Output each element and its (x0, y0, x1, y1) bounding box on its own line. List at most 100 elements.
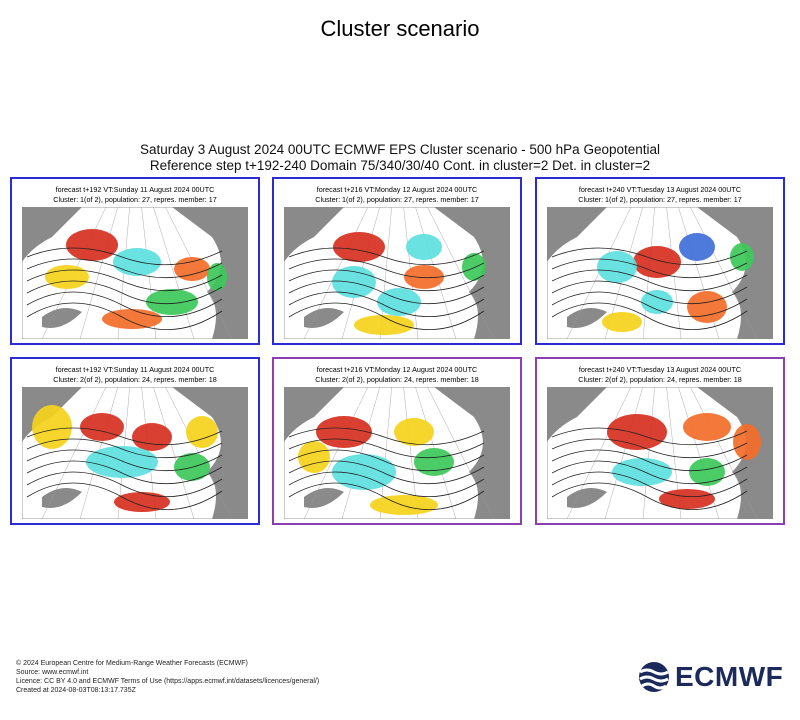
anomaly-blob (102, 309, 162, 329)
geopotential-map (22, 387, 248, 519)
geopotential-contour (26, 438, 223, 459)
grid-meridian (117, 387, 130, 519)
geopotential-contour (551, 258, 748, 279)
geopotential-contour (26, 258, 223, 279)
cluster-panel: forecast t+192 VT:Sunday 11 August 2024 … (10, 357, 260, 525)
anomaly-blob (406, 234, 442, 260)
geopotential-contour (288, 482, 485, 511)
geopotential-contour (288, 291, 485, 318)
anomaly-blob (414, 448, 454, 476)
grid-meridian (117, 207, 130, 339)
anomaly-blob (602, 312, 642, 332)
geopotential-contour (26, 427, 223, 446)
chart-title-line2: Reference step t+192-240 Domain 75/340/3… (149, 158, 651, 173)
grid-meridian (427, 207, 495, 339)
geopotential-map (547, 387, 773, 519)
anomaly-blob (607, 414, 667, 450)
anomaly-blob (462, 253, 486, 281)
grid-meridian (604, 207, 644, 339)
anomaly-blob (45, 265, 89, 289)
anomaly-blob (113, 248, 161, 276)
geopotential-contour (551, 427, 748, 446)
anomaly-blob (687, 291, 727, 323)
geopotential-contour (551, 449, 748, 472)
anomaly-blob (333, 232, 385, 262)
anomaly-blob (332, 266, 376, 298)
panel-forecast-label: forecast t+192 VT:Sunday 11 August 2024 … (55, 185, 215, 194)
cluster-panel: forecast t+240 VT:Tuesday 13 August 2024… (535, 357, 785, 525)
geopotential-contour (26, 269, 223, 292)
panel-cluster-label: Cluster: 1(of 2), population: 27, repres… (578, 195, 742, 204)
geopotential-contour (26, 460, 223, 485)
geopotential-map (284, 387, 510, 519)
panel-forecast-label: forecast t+216 VT:Monday 12 August 2024 … (316, 185, 478, 194)
grid-meridian (379, 387, 392, 519)
grid-meridian (427, 387, 495, 519)
geopotential-contour (551, 247, 748, 266)
anomaly-blob (683, 413, 731, 441)
cluster-panel: forecast t+192 VT:Sunday 11 August 2024 … (10, 177, 260, 345)
panel-cluster-label: Cluster: 1(of 2), population: 27, repres… (53, 195, 217, 204)
panel-cluster-label: Cluster: 2(of 2), population: 24, repres… (315, 375, 479, 384)
anomaly-blob (597, 251, 637, 283)
anomaly-blob (733, 424, 761, 460)
anomaly-blob (354, 315, 414, 335)
anomaly-blob (394, 418, 434, 446)
anomaly-blob (659, 489, 715, 509)
geopotential-contour (288, 460, 485, 485)
grid-meridian (666, 207, 682, 339)
anomaly-blob (679, 233, 715, 261)
geopotential-contour (551, 280, 748, 305)
panel-forecast-label: forecast t+240 VT:Tuesday 13 August 2024… (578, 365, 742, 374)
footer-licence: Licence: CC BY 4.0 and ECMWF Terms of Us… (16, 678, 320, 685)
panel-forecast-label: forecast t+192 VT:Sunday 11 August 2024 … (55, 365, 215, 374)
geopotential-contour (551, 291, 748, 318)
grid-meridian (666, 387, 682, 519)
geopotential-contour (551, 482, 748, 511)
anomaly-blob (86, 446, 158, 478)
geopotential-contour (26, 291, 223, 318)
grid-meridian (165, 387, 233, 519)
footer-source: Source: www.ecmwf.int (16, 669, 89, 676)
geopotential-map (284, 207, 510, 339)
ecmwf-logo: ECMWF (637, 660, 787, 694)
anomaly-blob (298, 441, 330, 473)
chart-title-line1: Saturday 3 August 2024 00UTC ECMWF EPS C… (139, 142, 660, 157)
geopotential-contour (26, 449, 223, 472)
anomaly-blob (641, 290, 673, 314)
geopotential-contour (26, 482, 223, 511)
grid-meridian (153, 387, 195, 519)
geopotential-contour (551, 438, 748, 459)
geopotential-contour (551, 471, 748, 498)
ecmwf-logo-icon (639, 662, 669, 692)
geopotential-contour (288, 269, 485, 292)
panel-forecast-label: forecast t+240 VT:Tuesday 13 August 2024… (578, 185, 742, 194)
anomaly-blob (66, 229, 118, 261)
anomaly-blob (316, 416, 372, 448)
geopotential-contour (288, 258, 485, 279)
geopotential-contour (26, 247, 223, 266)
panel-cluster-label: Cluster: 1(of 2), population: 27, repres… (315, 195, 479, 204)
footer-copyright: © 2024 European Centre for Medium-Range … (16, 660, 248, 667)
anomaly-blob (332, 454, 396, 490)
geopotential-contour (551, 269, 748, 292)
anomaly-blob (612, 458, 672, 486)
cluster-panel: forecast t+216 VT:Monday 12 August 2024 … (272, 177, 522, 345)
geopotential-contour (288, 280, 485, 305)
grid-meridian (165, 207, 233, 339)
footer-created: Created at 2024-08-03T08:13:17.735Z (16, 687, 136, 694)
anomaly-blob (404, 265, 444, 289)
anomaly-blob (207, 263, 227, 291)
panel-forecast-label: forecast t+216 VT:Monday 12 August 2024 … (316, 365, 478, 374)
anomaly-blob (32, 405, 72, 449)
anomaly-blob (186, 416, 218, 448)
geopotential-contour (551, 302, 748, 331)
ecmwf-logo-text: ECMWF (675, 661, 784, 692)
panel-cluster-label: Cluster: 2(of 2), population: 24, repres… (53, 375, 217, 384)
anomaly-blob (174, 257, 210, 281)
anomaly-blob (730, 243, 754, 271)
geopotential-contour (551, 460, 748, 485)
geopotential-contour (288, 449, 485, 472)
grid-meridian (566, 207, 632, 339)
geopotential-contour (288, 438, 485, 459)
